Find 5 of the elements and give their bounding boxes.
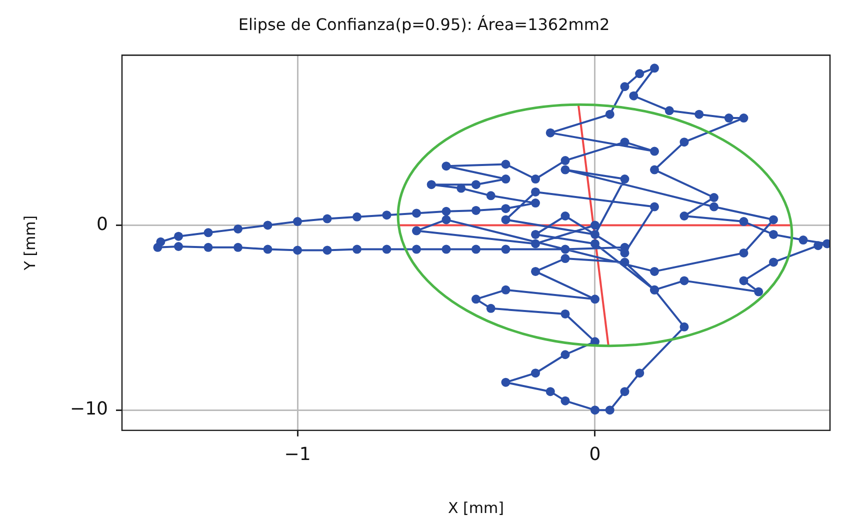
chart-title: Elipse de Confianza(p=0.95): Área=1362mm2 <box>238 14 610 34</box>
x-axis-title: X [mm] <box>448 498 504 517</box>
y-axis-title: Y [mm] <box>20 215 39 272</box>
x-tick-label: −1 <box>284 444 311 465</box>
y-tick-label: −10 <box>70 398 108 420</box>
